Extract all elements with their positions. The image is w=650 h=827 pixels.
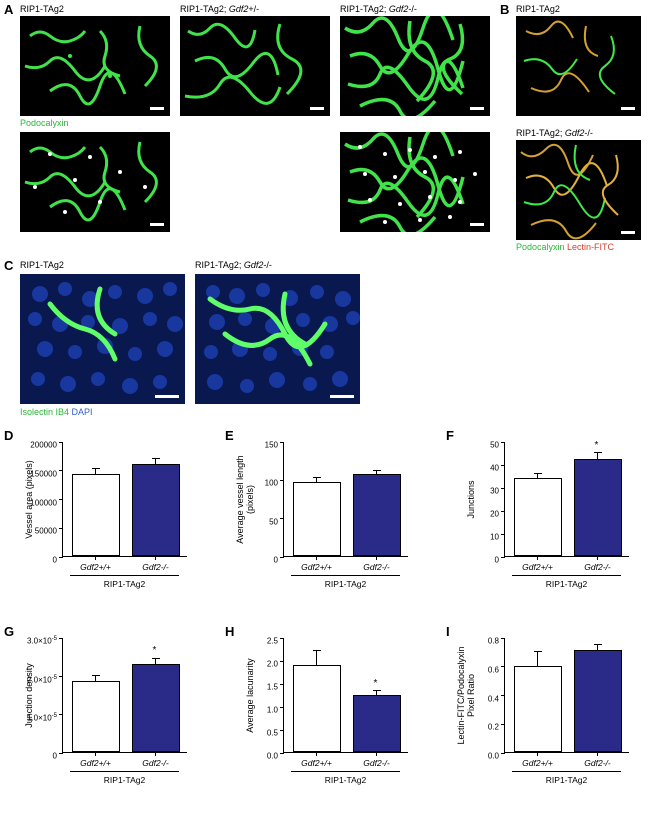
bar-h-1 bbox=[353, 695, 401, 752]
strain-label: RIP1-TAg2 bbox=[504, 775, 629, 785]
stain-labels-b: Podocalyxin Lectin-FITC bbox=[516, 242, 614, 252]
significance-star: * bbox=[374, 678, 378, 689]
micrograph-b2 bbox=[516, 140, 641, 240]
bar-g-0 bbox=[72, 681, 120, 752]
bar-d-1 bbox=[132, 464, 180, 556]
y-axis-label: Vessel area (pixels) bbox=[24, 442, 34, 557]
bar-i-1 bbox=[574, 650, 622, 752]
panel-label-f: F bbox=[446, 428, 454, 443]
stain-label-podocalyxin: Podocalyxin bbox=[20, 118, 69, 128]
label-c-col2: RIP1-TAg2; Gdf2-/- bbox=[195, 260, 272, 270]
micrograph-a1-top bbox=[20, 16, 170, 116]
y-axis-label: Junctions bbox=[466, 442, 476, 557]
panel-label-g: G bbox=[4, 624, 14, 639]
panel-label-e: E bbox=[225, 428, 234, 443]
bar-h-0 bbox=[293, 665, 341, 752]
panel-label-b: B bbox=[500, 2, 509, 17]
bar-i-0 bbox=[514, 666, 562, 752]
stain-labels-c: Isolectin IB4 DAPI bbox=[20, 407, 93, 417]
significance-star: * bbox=[595, 440, 599, 451]
strain-label: RIP1-TAg2 bbox=[62, 579, 187, 589]
label-a-col3: RIP1-TAg2; Gdf2-/- bbox=[340, 4, 417, 14]
y-axis-label: Junction density bbox=[24, 638, 34, 753]
bar-d-0 bbox=[72, 474, 120, 556]
bar-e-0 bbox=[293, 482, 341, 556]
chart-e: E050100150Gdf2+/+Gdf2-/-Average vessel l… bbox=[225, 432, 425, 607]
chart-i: I0.00.20.40.60.8Gdf2+/+Gdf2-/-Lectin-FIT… bbox=[446, 628, 646, 803]
micrograph-a2-top bbox=[180, 16, 330, 116]
panel-label-i: I bbox=[446, 624, 450, 639]
label-a-col1: RIP1-TAg2 bbox=[20, 4, 64, 14]
y-axis-label: Lectin-FITC/PodocalyxinPixel Ratio bbox=[456, 638, 476, 753]
micrograph-c2 bbox=[195, 274, 360, 404]
bar-g-1 bbox=[132, 664, 180, 752]
y-axis-label: Average vessel length(pixels) bbox=[235, 442, 255, 557]
panel-label-d: D bbox=[4, 428, 13, 443]
significance-star: * bbox=[153, 645, 157, 656]
micrograph-a3-bottom bbox=[340, 132, 490, 232]
strain-label: RIP1-TAg2 bbox=[283, 775, 408, 785]
chart-d: D050000100000150000200000Gdf2+/+Gdf2-/-V… bbox=[4, 432, 204, 607]
micrograph-a1-bottom bbox=[20, 132, 170, 232]
strain-label: RIP1-TAg2 bbox=[504, 579, 629, 589]
micrograph-b1 bbox=[516, 16, 641, 116]
bar-f-1 bbox=[574, 459, 622, 556]
bar-e-1 bbox=[353, 474, 401, 556]
label-b-row1: RIP1-TAg2 bbox=[516, 4, 560, 14]
chart-g: G01.0×10-52.0×10-53.0×10-5Gdf2+/+Gdf2-/-… bbox=[4, 628, 204, 803]
label-b-row2: RIP1-TAg2; Gdf2-/- bbox=[516, 128, 593, 138]
panel-label-c: C bbox=[4, 258, 13, 273]
panel-label-a: A bbox=[4, 2, 13, 17]
chart-f: F01020304050Gdf2+/+Gdf2-/-*JunctionsRIP1… bbox=[446, 432, 646, 607]
label-a-col2: RIP1-TAg2; Gdf2+/- bbox=[180, 4, 259, 14]
label-c-col1: RIP1-TAg2 bbox=[20, 260, 64, 270]
micrograph-c1 bbox=[20, 274, 185, 404]
strain-label: RIP1-TAg2 bbox=[62, 775, 187, 785]
bar-f-0 bbox=[514, 478, 562, 556]
micrograph-a3-top bbox=[340, 16, 490, 116]
strain-label: RIP1-TAg2 bbox=[283, 579, 408, 589]
panel-label-h: H bbox=[225, 624, 234, 639]
chart-h: H0.00.51.01.52.02.5Gdf2+/+Gdf2-/-*Averag… bbox=[225, 628, 425, 803]
y-axis-label: Average lacunarity bbox=[245, 638, 255, 753]
